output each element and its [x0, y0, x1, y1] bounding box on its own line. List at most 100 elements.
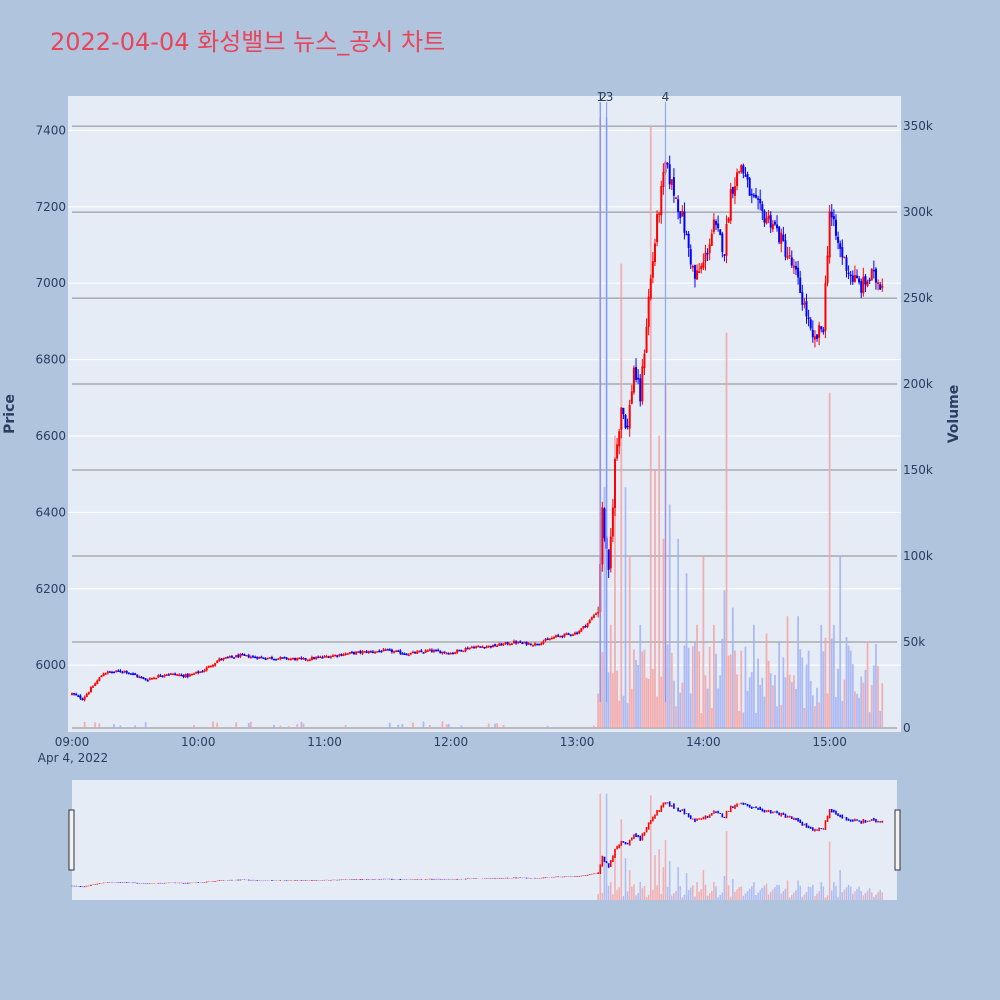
candle-body — [685, 233, 688, 236]
candle-body — [266, 657, 269, 660]
candle-body — [786, 256, 789, 259]
volume-bar — [805, 664, 808, 728]
candle-body — [73, 693, 76, 695]
candle-body — [750, 193, 753, 196]
candle-body — [820, 326, 823, 330]
candle-body — [868, 279, 871, 282]
mini-volume-bar — [622, 896, 625, 900]
candle-body — [334, 654, 337, 657]
volume-bar — [706, 688, 709, 728]
candle-body — [435, 649, 438, 652]
range-slider-area[interactable] — [72, 780, 897, 900]
mini-volume-bar — [740, 886, 743, 900]
mini-volume-bar — [797, 880, 799, 900]
volume-bar — [845, 637, 848, 728]
mini-volume-bar — [694, 896, 696, 900]
candle-body — [550, 637, 553, 640]
mini-volume-bar — [856, 888, 858, 900]
mini-volume-bar — [763, 885, 766, 900]
range-slider-handle-left[interactable] — [68, 809, 75, 871]
candle-body — [268, 657, 271, 659]
candle-body — [767, 215, 770, 220]
mini-volume-bar — [870, 892, 873, 900]
candle-body — [881, 285, 884, 288]
candle-body — [378, 650, 381, 653]
price-tick-label: 7400 — [35, 123, 66, 137]
candle-body — [87, 692, 90, 695]
candle-body — [788, 255, 791, 257]
mini-volume-bar — [647, 894, 650, 900]
mini-volume-bar — [845, 887, 848, 900]
candle-body — [401, 653, 404, 655]
candle-body — [521, 642, 524, 645]
volume-bar — [872, 665, 875, 728]
mini-volume-bar — [727, 885, 730, 900]
candle-body — [822, 329, 825, 333]
candle-body — [590, 617, 593, 620]
mini-volume-bar — [675, 890, 677, 900]
candle-body — [161, 675, 164, 678]
candle-body — [704, 252, 707, 262]
volume-bar — [782, 657, 785, 728]
mini-volume-bar — [681, 897, 684, 900]
volume-bar — [814, 705, 816, 728]
candle-body — [411, 651, 414, 654]
volume-bar — [193, 724, 195, 728]
candle-body — [361, 651, 364, 654]
candle-body — [388, 649, 391, 651]
candle-body — [92, 686, 95, 688]
volume-bar — [607, 672, 610, 728]
candle-body — [190, 673, 193, 676]
volume-bar — [731, 607, 734, 728]
y-axis-title-price: Price — [2, 394, 18, 434]
mini-volume-bar — [746, 891, 749, 900]
volume-bar — [134, 725, 137, 728]
candle-body — [689, 249, 692, 265]
candle-body — [355, 651, 358, 655]
volume-bar — [755, 712, 757, 728]
volume-bar — [296, 724, 299, 728]
candle-body — [843, 256, 846, 259]
volume-bar — [622, 695, 625, 728]
volume-bar — [660, 676, 663, 728]
candle-body — [736, 172, 739, 187]
candle-body — [338, 654, 341, 656]
volume-bar — [593, 725, 595, 728]
candle-body — [801, 292, 804, 305]
candle-body — [773, 221, 776, 225]
candle-body — [542, 641, 545, 644]
candle-body — [329, 656, 332, 658]
time-tick-label: 10:00 — [181, 735, 216, 749]
volume-bar — [854, 691, 856, 728]
candle-body — [83, 696, 86, 701]
range-slider-handle-right[interactable] — [894, 809, 901, 871]
candle-body — [725, 223, 728, 256]
candle-body — [719, 229, 722, 235]
volume-bar — [820, 624, 823, 728]
candle-body — [456, 649, 459, 653]
candle-body — [502, 643, 505, 646]
candle-body — [216, 660, 219, 664]
candle-body — [729, 189, 732, 221]
mini-volume-bar — [645, 897, 648, 900]
candle-body — [512, 640, 515, 644]
candle-body — [283, 657, 286, 659]
candle-body — [313, 657, 316, 659]
candle-body — [315, 657, 318, 659]
mini-volume-bar — [822, 886, 825, 900]
mini-volume-bar — [607, 885, 610, 900]
volume-tick-label: 150k — [903, 463, 933, 477]
candle-body — [348, 652, 351, 654]
candle-body — [536, 643, 539, 646]
price-tick-label: 6600 — [35, 429, 66, 443]
candle-body — [837, 236, 840, 243]
volume-bar — [689, 693, 692, 728]
volume-bar — [651, 668, 654, 728]
candle-body — [731, 187, 734, 194]
candle-body — [247, 655, 250, 658]
volume-bar — [670, 652, 673, 728]
mini-volume-bar — [631, 886, 633, 900]
candle-body — [740, 165, 743, 172]
volume-bar — [704, 675, 707, 728]
candle-body — [794, 266, 797, 270]
